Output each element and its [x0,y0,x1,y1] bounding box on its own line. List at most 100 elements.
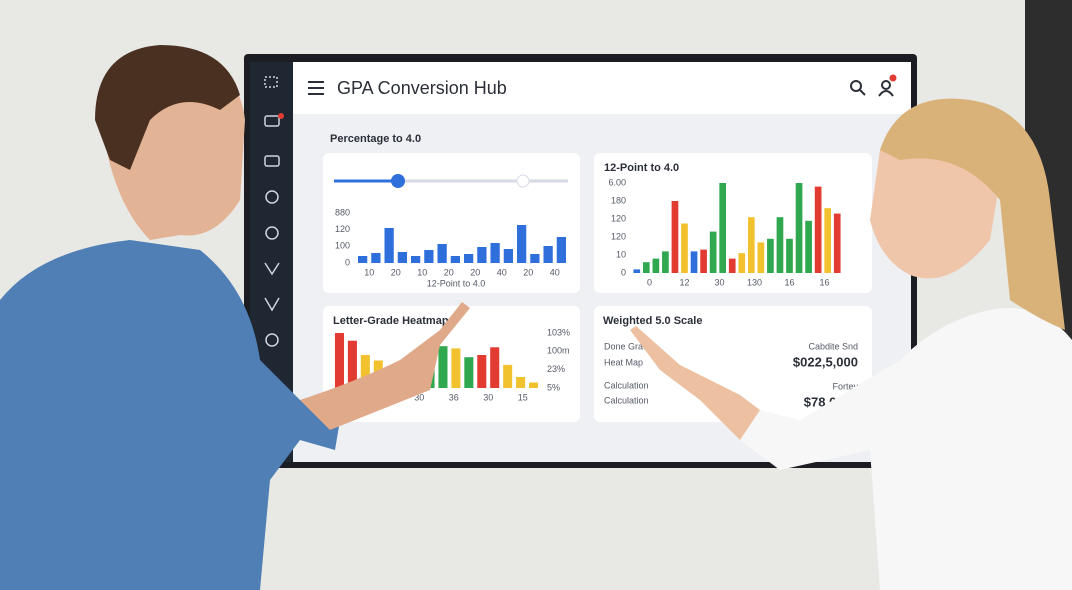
bar [543,246,553,263]
x-tick-label: 36 [449,392,459,402]
y-tick-label: 23% [547,364,565,374]
search-icon[interactable] [850,80,866,96]
y-tick-label: 0 [621,267,626,277]
bar [357,256,368,263]
bar [747,217,755,273]
x-tick-label: 40 [497,267,507,277]
bar [437,244,447,263]
bar [503,249,514,263]
bar [438,346,448,388]
bar [833,213,841,273]
card [594,306,872,422]
x-tick-label: 20 [444,267,454,277]
bar [719,183,727,273]
chart-caption: 12-Point to 4.0 [427,278,486,288]
header [293,62,911,114]
bar [709,231,717,273]
header-title: GPA Conversion Hub [337,78,507,98]
account-icon[interactable] [878,80,894,97]
bar [347,340,357,388]
row-label: Calculation [604,380,649,390]
card-title: Weighted 5.0 Scale [603,315,702,327]
section-label: Percentage to 4.0 [330,133,421,145]
bar [397,252,408,263]
x-tick-label: 20 [470,267,480,277]
bar [477,247,487,263]
x-tick-label: 40 [550,267,560,277]
y-tick-label: 120 [611,213,626,223]
card-title: 12-Point to 4.0 [604,162,679,174]
card-title: Letter-Grade Heatmap [333,315,449,327]
bar [556,237,567,263]
bar [384,228,394,263]
x-tick-label: 30 [483,392,493,402]
x-tick-label: 16 [784,277,794,287]
bar [700,249,707,273]
x-tick-label: 0 [647,277,652,287]
bar [805,220,812,273]
row-label: Heat Map [604,357,643,367]
row-caption: Cabdite Snd [808,341,858,351]
bar [728,258,736,273]
bar [642,262,650,273]
bar [424,250,434,263]
notification-dot [278,113,284,119]
bar [795,183,803,273]
row-caption: Fortey [832,381,858,391]
sidebar-icons [264,76,280,347]
x-tick-label: 10 [417,267,427,277]
bar [776,217,784,273]
bar [767,238,774,273]
bar [662,251,669,273]
bar [516,377,526,388]
bar [530,254,540,263]
y-tick-label: 880 [335,207,350,217]
x-tick-label: 30 [414,392,424,402]
slider-handle[interactable] [516,174,530,188]
bar [814,186,822,273]
bar [738,253,746,273]
row-label: Done Grade [604,341,653,351]
bar [503,364,513,388]
bar [334,333,344,388]
bar [824,208,832,273]
menu-icon[interactable] [308,81,324,95]
bar [464,357,474,388]
x-tick-label: 15 [518,392,528,402]
bar [671,201,679,273]
bar [477,355,487,388]
x-tick-label: 130 [747,277,762,287]
bar [463,254,474,263]
bar [360,355,370,388]
y-tick-label: 180 [611,195,626,205]
bar [371,253,381,263]
bar [681,223,688,273]
x-tick-label: 12 [679,277,689,287]
x-tick-label: 20 [391,267,401,277]
y-tick-label: 100m [547,346,570,356]
bar [516,225,527,263]
account-badge [889,74,897,82]
y-tick-label: 10 [616,249,626,259]
bar [633,269,641,273]
row-label: Calculation [604,395,649,405]
bar [451,348,461,388]
slider-handle[interactable] [391,174,405,188]
x-tick-label: 16 [819,277,829,287]
y-tick-label: 5% [547,382,560,392]
bar [757,242,765,273]
bar [786,238,793,273]
y-tick-label: 100 [335,241,350,251]
bar [450,256,461,263]
y-tick-label: 6.00 [608,177,626,187]
x-tick-label: 30 [714,277,724,287]
bar [410,256,421,263]
bar [652,258,660,273]
x-tick-label: 20 [523,267,533,277]
people [0,45,1072,590]
bar [529,382,539,388]
bar [490,243,500,263]
y-tick-label: 120 [335,224,350,234]
